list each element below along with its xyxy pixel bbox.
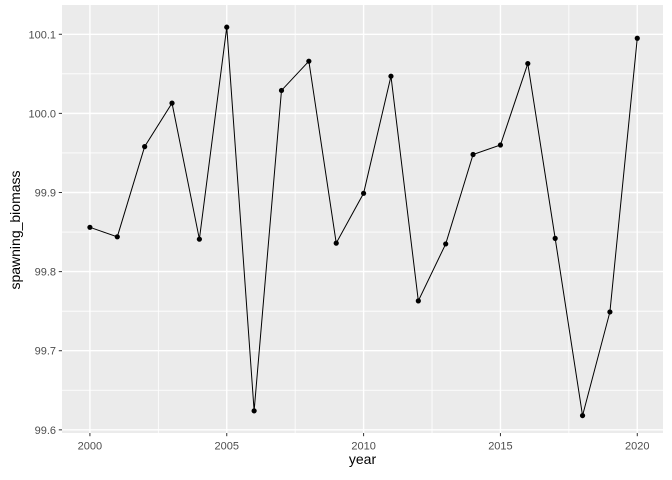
y-tick-label: 100.0 — [28, 108, 56, 120]
data-point — [169, 100, 175, 106]
y-tick-label: 99.8 — [35, 267, 56, 279]
data-point — [114, 234, 120, 240]
data-point — [333, 240, 339, 246]
x-tick-label: 2015 — [488, 441, 512, 453]
x-tick-label: 2005 — [215, 441, 239, 453]
y-axis-title: spawning_biomass — [7, 170, 23, 290]
y-tick-label: 100.1 — [28, 29, 56, 41]
x-tick-label: 2010 — [351, 441, 375, 453]
y-tick-label: 99.7 — [35, 346, 56, 358]
data-point — [278, 87, 285, 94]
data-point — [525, 60, 531, 67]
data-point — [497, 142, 504, 148]
data-point — [142, 144, 148, 150]
chart-panel — [62, 5, 663, 433]
x-axis-title: year — [348, 451, 377, 467]
data-point — [224, 24, 230, 30]
data-point — [87, 224, 93, 230]
y-tick-label: 99.9 — [35, 187, 56, 199]
data-point — [470, 151, 476, 158]
data-point — [443, 241, 449, 247]
data-point — [552, 235, 558, 241]
data-point — [360, 190, 367, 196]
data-point — [251, 408, 257, 414]
x-tick-label: 2000 — [78, 441, 102, 453]
data-point — [607, 309, 613, 315]
data-point — [634, 35, 640, 41]
data-point — [388, 73, 394, 79]
data-point — [196, 236, 202, 242]
x-tick-label: 2020 — [625, 441, 649, 453]
data-point — [579, 412, 586, 419]
data-point — [306, 58, 312, 64]
y-tick-label: 99.6 — [35, 425, 56, 437]
data-point — [415, 298, 421, 304]
